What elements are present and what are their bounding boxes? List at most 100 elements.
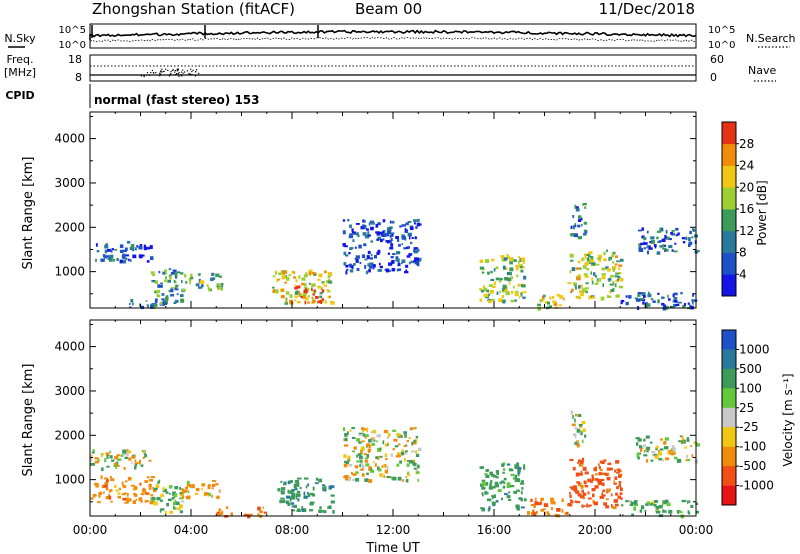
- colorbar-swatch: [722, 122, 736, 145]
- y-tick-label: 1000: [54, 265, 85, 279]
- colorbar-swatch: [722, 485, 736, 506]
- velocity-colorbar: 1000 500 100 25 -25 -100 -500 -1000: [721, 329, 774, 506]
- colorbar-swatch: [722, 143, 736, 166]
- echo-region: [95, 240, 154, 264]
- x-tick-label: 00:00: [73, 523, 108, 537]
- colorbar-tick-label: 100: [739, 381, 762, 395]
- velocity-axis-ticks: 1000 2000 3000 4000: [54, 320, 697, 516]
- colorbar-tick-label: -100: [739, 440, 766, 454]
- colorbar-swatch: [722, 388, 736, 408]
- colorbar-swatch: [722, 407, 736, 428]
- noise-left-tick-bottom: 10^0: [59, 40, 86, 51]
- velocity-panel: 1000 2000 3000 4000 Slant Range [km]: [21, 319, 700, 519]
- y-tick-label: 2000: [54, 220, 85, 234]
- x-tick-label: 04:00: [174, 523, 209, 537]
- power-panel: 1000 2000 3000 4000 Slant Range [km]: [21, 111, 700, 311]
- power-colorbar-label: Power [dB]: [755, 180, 769, 245]
- colorbar-tick-label: 8: [739, 246, 747, 260]
- colorbar-swatch: [722, 349, 736, 370]
- echo-region: [570, 410, 587, 448]
- colorbar-tick-label: 25: [739, 401, 754, 415]
- echo-region: [567, 249, 624, 301]
- colorbar-swatch: [722, 466, 736, 486]
- freq-left-tick-top: 18: [68, 53, 82, 66]
- plot-title: Zhongshan Station (fitACF): [92, 0, 295, 18]
- colorbar-tick-label: -500: [739, 459, 766, 473]
- x-tick-label: 16:00: [477, 523, 512, 537]
- colorbar-swatch: [722, 368, 736, 389]
- echo-region: [567, 457, 623, 510]
- echo-region: [294, 285, 325, 305]
- colorbar-swatch: [722, 209, 736, 232]
- echo-region: [479, 254, 527, 304]
- power-axis-ticks: 1000 2000 3000 4000: [54, 112, 697, 308]
- velocity-echoes: [90, 410, 700, 519]
- colorbar-tick-label: 4: [739, 267, 747, 281]
- echo-region: [150, 268, 185, 310]
- colorbar-swatch: [722, 230, 736, 253]
- velocity-ylabel: Slant Range [km]: [21, 364, 36, 477]
- colorbar-tick-label: 16: [739, 202, 754, 216]
- echo-region: [150, 479, 185, 515]
- echo-region: [570, 202, 588, 240]
- colorbar-swatch: [722, 252, 736, 275]
- beam-label: Beam 00: [355, 0, 422, 18]
- echo-region: [638, 227, 700, 255]
- freq-left-label-1: Freq.: [6, 53, 33, 66]
- power-ylabel: Slant Range [km]: [21, 157, 36, 270]
- freq-right-tick-bottom: 0: [710, 71, 717, 84]
- colorbar-tick-label: -1000: [739, 479, 774, 493]
- power-echoes: [95, 202, 700, 311]
- x-tick-label: 20:00: [578, 523, 613, 537]
- x-axis-tick-labels: 00:00 04:00 08:00 12:00 16:00 20:00 00:00: [73, 523, 714, 537]
- y-tick-label: 4000: [54, 340, 85, 354]
- noise-right-tick-bottom: 10^0: [708, 40, 735, 51]
- y-tick-label: 3000: [54, 384, 85, 398]
- freq-left-label-2: [MHz]: [4, 66, 36, 79]
- colorbar-swatch: [722, 427, 736, 447]
- echo-region: [182, 480, 221, 500]
- noise-left-tick-top: 10^5: [59, 25, 86, 36]
- y-tick-label: 4000: [54, 132, 85, 146]
- cpid-label: CPID: [5, 89, 34, 102]
- freq-trace: [90, 65, 696, 78]
- echo-region: [90, 449, 152, 472]
- noise-right-tick-top: 10^5: [708, 25, 735, 36]
- cpid-text: normal (fast stereo) 153: [94, 93, 260, 107]
- colorbar-swatch: [722, 165, 736, 188]
- colorbar-tick-label: -25: [739, 420, 759, 434]
- freq-panel-frame: [89, 54, 697, 82]
- y-tick-label: 3000: [54, 176, 85, 190]
- power-colorbar: 4 8 12 16 20 24 28: [721, 121, 754, 297]
- noise-trace: [89, 25, 697, 44]
- colorbar-tick-label: 1000: [739, 342, 770, 356]
- velocity-colorbar-label: Velocity [m s⁻¹]: [781, 373, 795, 466]
- echo-region: [527, 497, 571, 518]
- colorbar-tick-label: 500: [739, 362, 762, 376]
- noise-left-label: N.Sky: [4, 32, 36, 45]
- colorbar-tick-label: 24: [739, 159, 754, 173]
- echo-region: [272, 269, 335, 305]
- date-label: 11/Dec/2018: [599, 0, 695, 18]
- x-axis-label: Time UT: [365, 541, 419, 554]
- noise-panel-frame: [89, 23, 697, 49]
- x-tick-label: 00:00: [679, 523, 714, 537]
- velocity-panel-frame: [89, 319, 697, 517]
- colorbar-tick-label: 20: [739, 180, 754, 194]
- echo-region: [343, 427, 422, 483]
- echo-region: [635, 435, 700, 464]
- colorbar-swatch: [722, 446, 736, 467]
- colorbar-tick-label: 28: [739, 137, 754, 151]
- echo-region: [479, 462, 527, 512]
- noise-right-label: N.Search: [746, 32, 796, 45]
- colorbar-swatch: [722, 274, 736, 297]
- echo-region: [129, 298, 166, 310]
- x-tick-label: 08:00: [275, 523, 310, 537]
- echo-region: [621, 499, 700, 519]
- colorbar-swatch: [722, 187, 736, 210]
- echo-region: [90, 475, 157, 505]
- y-tick-label: 2000: [54, 428, 85, 442]
- y-tick-label: 1000: [54, 473, 85, 487]
- colorbar-swatch: [722, 330, 736, 350]
